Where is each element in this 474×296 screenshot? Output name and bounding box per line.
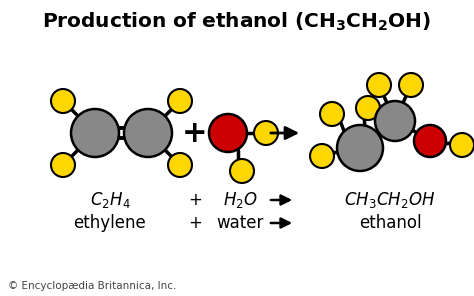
Text: water: water: [216, 214, 264, 232]
Circle shape: [230, 159, 254, 183]
Circle shape: [124, 109, 172, 157]
Circle shape: [356, 96, 380, 120]
Text: +: +: [188, 214, 202, 232]
Text: $CH_3CH_2OH$: $CH_3CH_2OH$: [345, 190, 436, 210]
Circle shape: [414, 125, 446, 157]
Circle shape: [168, 153, 192, 177]
Circle shape: [51, 153, 75, 177]
Text: +: +: [182, 118, 208, 147]
Circle shape: [399, 73, 423, 97]
Circle shape: [450, 133, 474, 157]
Circle shape: [254, 121, 278, 145]
Text: ethanol: ethanol: [359, 214, 421, 232]
Circle shape: [320, 102, 344, 126]
Text: +: +: [188, 191, 202, 209]
Text: © Encyclopædia Britannica, Inc.: © Encyclopædia Britannica, Inc.: [8, 281, 176, 291]
Text: $\bf{Production\ of\ ethanol\ (CH_3CH_2OH)}$: $\bf{Production\ of\ ethanol\ (CH_3CH_2O…: [42, 11, 432, 33]
Circle shape: [71, 109, 119, 157]
Circle shape: [209, 114, 247, 152]
Text: $C_2H_4$: $C_2H_4$: [90, 190, 130, 210]
Text: ethylene: ethylene: [73, 214, 146, 232]
Text: $H_2O$: $H_2O$: [223, 190, 257, 210]
Circle shape: [51, 89, 75, 113]
Circle shape: [168, 89, 192, 113]
Circle shape: [367, 73, 391, 97]
Circle shape: [337, 125, 383, 171]
Circle shape: [310, 144, 334, 168]
Circle shape: [375, 101, 415, 141]
